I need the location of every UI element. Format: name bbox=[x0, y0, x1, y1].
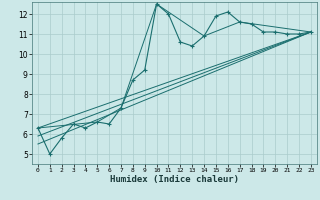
X-axis label: Humidex (Indice chaleur): Humidex (Indice chaleur) bbox=[110, 175, 239, 184]
